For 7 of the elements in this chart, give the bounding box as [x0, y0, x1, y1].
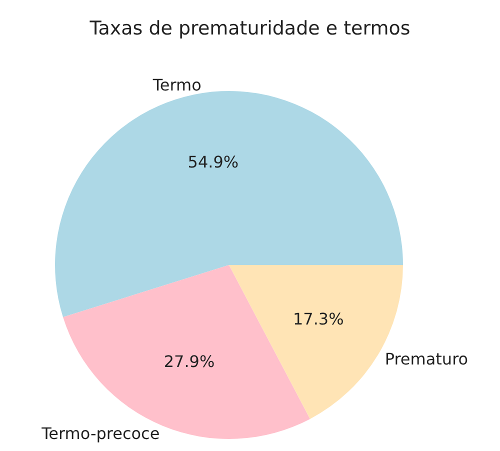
chart-title: Taxas de prematuridade e termos — [88, 18, 410, 40]
slice-label: Termo — [152, 76, 202, 95]
data-label: 27.9% — [164, 352, 215, 372]
data-label: 54.9% — [188, 152, 239, 172]
slice-label: Termo-precoce — [40, 424, 160, 443]
data-label: 17.3% — [292, 309, 344, 328]
slice-label: Prematuro — [384, 350, 468, 369]
